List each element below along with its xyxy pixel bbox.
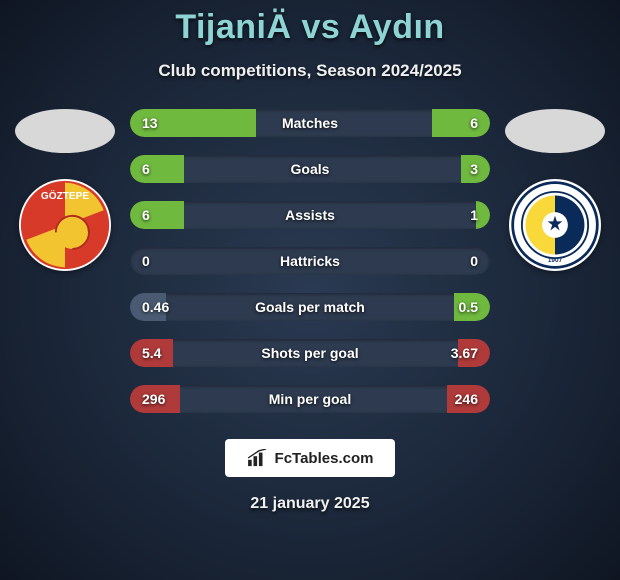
- stat-value-left: 0.46: [142, 299, 169, 315]
- stat-value-left: 6: [142, 207, 150, 223]
- stat-fill-right: [432, 109, 490, 137]
- stat-label: Hattricks: [280, 253, 340, 269]
- stat-value-right: 0.5: [459, 299, 478, 315]
- stat-bar: 13 6 Matches: [130, 109, 490, 137]
- stat-label: Goals per match: [255, 299, 365, 315]
- stat-value-left: 13: [142, 115, 158, 131]
- stat-label: Goals: [291, 161, 330, 177]
- svg-text:1907: 1907: [548, 257, 563, 264]
- stat-bar: 5.4 3.67 Shots per goal: [130, 339, 490, 367]
- stat-label: Shots per goal: [261, 345, 358, 361]
- stat-bar: 6 1 Assists: [130, 201, 490, 229]
- stat-value-right: 0: [470, 253, 478, 269]
- stat-bar: 0 0 Hattricks: [130, 247, 490, 275]
- stats-column: 13 6 Matches 6 3 Goals 6 1 Assists 0 0 Hattricks 0.4…: [120, 109, 500, 413]
- stat-fill-left: [130, 155, 184, 183]
- stat-value-left: 6: [142, 161, 150, 177]
- left-club-badge: GÖZTEPE: [19, 179, 111, 271]
- stat-value-left: 296: [142, 391, 165, 407]
- stat-value-left: 0: [142, 253, 150, 269]
- date-text: 21 january 2025: [250, 495, 369, 513]
- stat-label: Matches: [282, 115, 338, 131]
- left-player-photo: [15, 109, 115, 153]
- stat-value-left: 5.4: [142, 345, 161, 361]
- right-player-photo: [505, 109, 605, 153]
- stat-bar: 6 3 Goals: [130, 155, 490, 183]
- svg-text:GÖZTEPE: GÖZTEPE: [41, 189, 90, 202]
- right-club-badge: 1907: [509, 179, 601, 271]
- main-row: GÖZTEPE 13 6 Matches 6 3 Goals 6 1 Assists 0 0 Hatt…: [0, 109, 620, 413]
- left-player-col: GÖZTEPE: [10, 109, 120, 271]
- goztepe-badge-icon: GÖZTEPE: [19, 179, 111, 271]
- stat-label: Assists: [285, 207, 335, 223]
- branding-text: FcTables.com: [275, 450, 374, 467]
- branding-badge: FcTables.com: [225, 439, 395, 477]
- stat-value-right: 1: [470, 207, 478, 223]
- stat-value-right: 3.67: [451, 345, 478, 361]
- fenerbahce-badge-icon: 1907: [509, 179, 601, 271]
- stat-value-right: 6: [470, 115, 478, 131]
- fctables-logo-icon: [247, 449, 269, 467]
- page-subtitle: Club competitions, Season 2024/2025: [158, 61, 461, 81]
- stat-bar: 0.46 0.5 Goals per match: [130, 293, 490, 321]
- stat-value-right: 246: [455, 391, 478, 407]
- page-title: TijaniÄ vs Aydın: [175, 8, 444, 47]
- stat-label: Min per goal: [269, 391, 351, 407]
- right-player-col: 1907: [500, 109, 610, 271]
- stat-bar: 296 246 Min per goal: [130, 385, 490, 413]
- stat-value-right: 3: [470, 161, 478, 177]
- content-root: TijaniÄ vs Aydın Club competitions, Seas…: [0, 0, 620, 580]
- stat-fill-left: [130, 201, 184, 229]
